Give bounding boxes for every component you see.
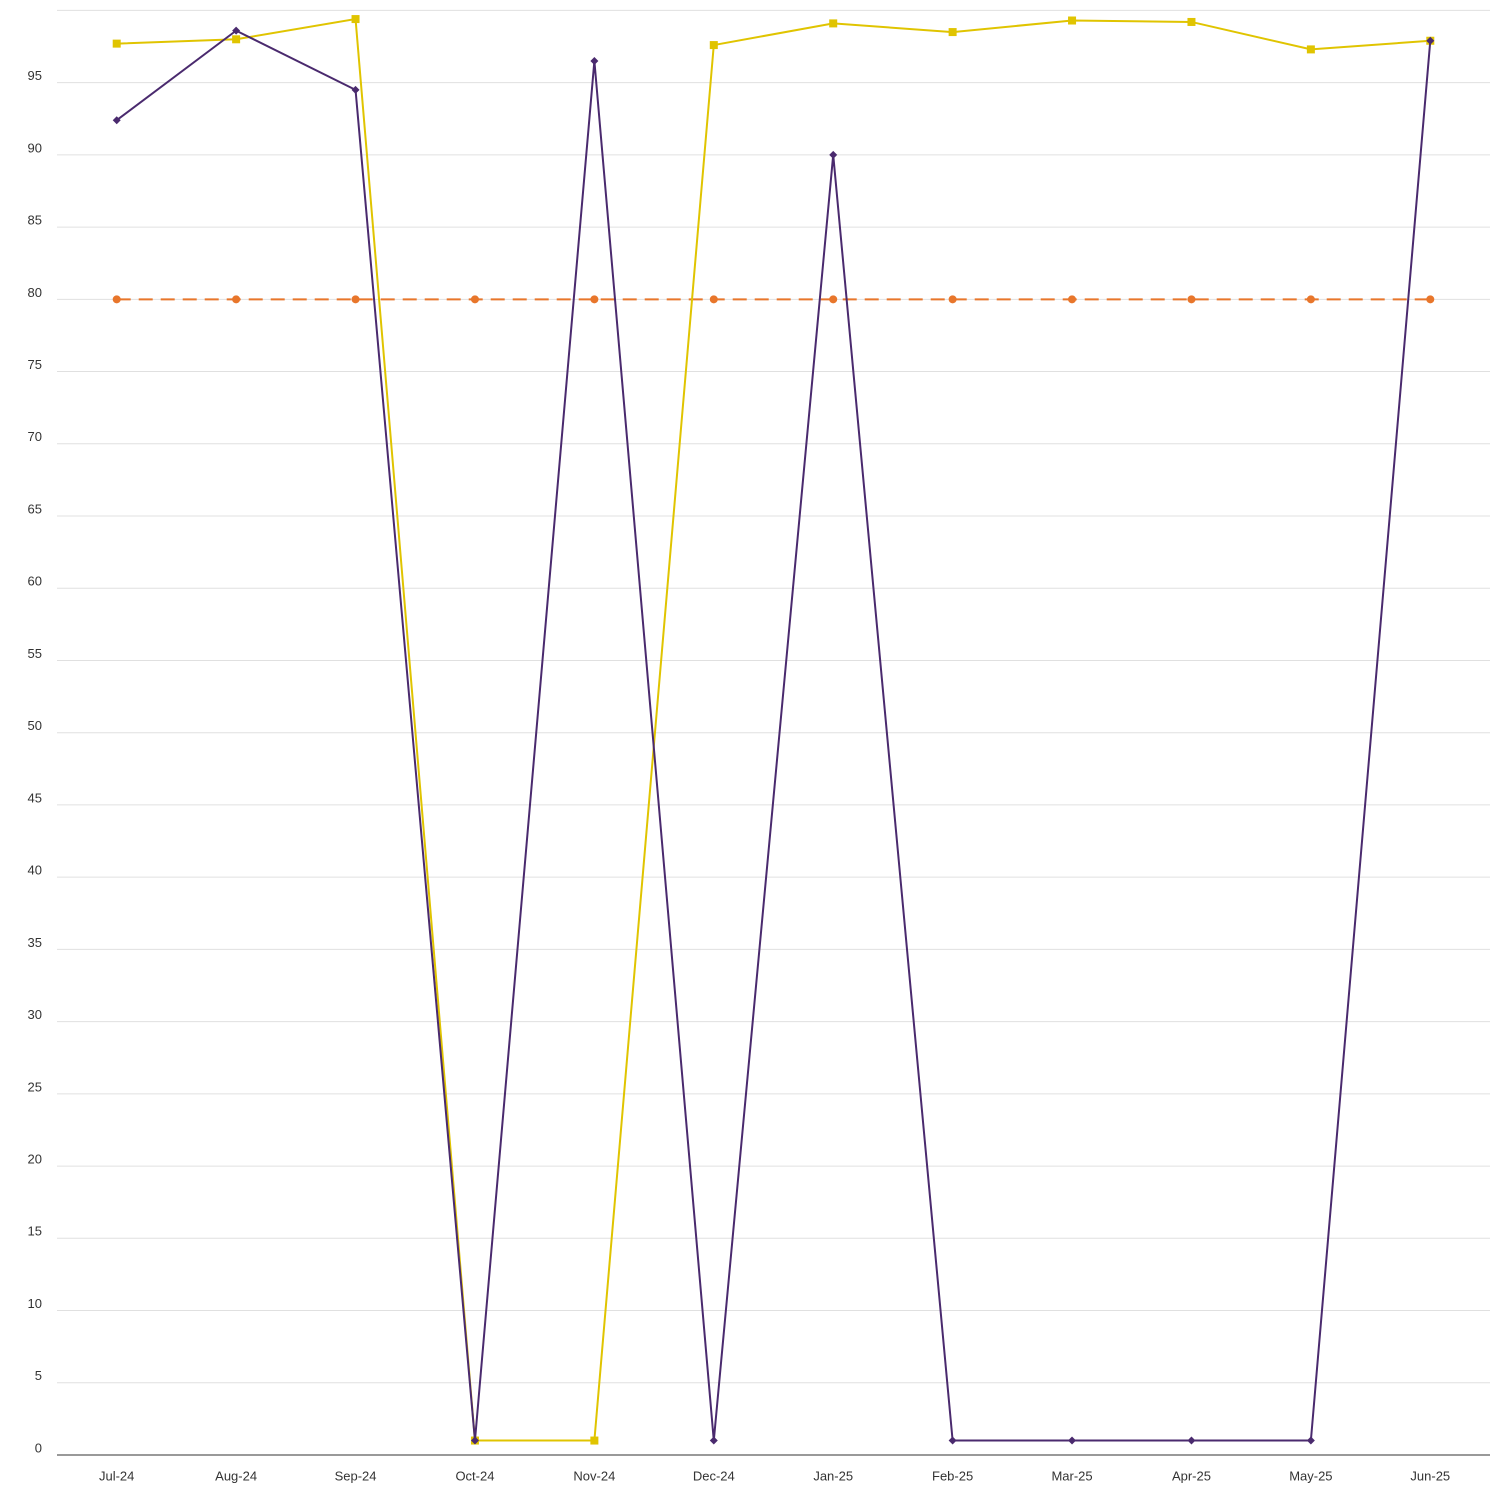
x-tick-label: Jan-25 [813, 1468, 853, 1483]
x-tick-label: May-25 [1289, 1468, 1332, 1483]
point [351, 295, 360, 304]
point [829, 295, 838, 304]
y-tick-label: 75 [28, 357, 42, 372]
y-tick-label: 80 [28, 285, 42, 300]
point [1187, 295, 1196, 304]
point [1306, 1436, 1315, 1445]
point [590, 1436, 599, 1445]
point [709, 1436, 718, 1445]
point [351, 15, 360, 24]
point [470, 295, 479, 304]
y-tick-label: 60 [28, 574, 42, 589]
y-tick-label: 90 [28, 140, 42, 155]
y-tick-label: 95 [28, 68, 42, 83]
x-tick-label: Apr-25 [1172, 1468, 1211, 1483]
point [1306, 45, 1315, 54]
x-tick-label: Feb-25 [932, 1468, 973, 1483]
point [1187, 1436, 1196, 1445]
point [232, 26, 241, 35]
point [709, 295, 718, 304]
point [590, 56, 599, 65]
y-tick-label: 50 [28, 718, 42, 733]
point [1426, 36, 1435, 45]
point [948, 295, 957, 304]
x-tick-label: Oct-24 [455, 1468, 494, 1483]
point [470, 1436, 479, 1445]
y-tick-label: 30 [28, 1007, 42, 1022]
y-tick-label: 65 [28, 501, 42, 516]
point [948, 1436, 957, 1445]
y-tick-label: 20 [28, 1152, 42, 1167]
point [948, 28, 957, 37]
y-tick-label: 15 [28, 1224, 42, 1239]
point [829, 19, 838, 28]
point [709, 41, 718, 50]
point [232, 35, 241, 44]
y-tick-label: 70 [28, 429, 42, 444]
y-tick-label: 35 [28, 935, 42, 950]
point [1426, 295, 1435, 304]
x-tick-label: Dec-24 [693, 1468, 735, 1483]
x-tick-label: Jun-25 [1410, 1468, 1450, 1483]
point [232, 295, 241, 304]
point [351, 85, 360, 94]
y-tick-label: 25 [28, 1079, 42, 1094]
point [1187, 17, 1196, 26]
y-tick-label: 40 [28, 863, 42, 878]
point [829, 150, 838, 159]
x-tick-label: Aug-24 [215, 1468, 257, 1483]
series-line [116, 17, 1431, 1442]
point [1068, 1436, 1077, 1445]
x-tick-label: Mar-25 [1051, 1468, 1092, 1483]
y-tick-label: 85 [28, 213, 42, 228]
x-tick-label: Jul-24 [99, 1468, 134, 1483]
point [590, 295, 599, 304]
point [112, 39, 121, 48]
y-tick-label: 5 [35, 1368, 42, 1383]
y-tick-label: 55 [28, 646, 42, 661]
x-tick-label: Nov-24 [573, 1468, 615, 1483]
point [112, 116, 121, 125]
y-tick-label: 45 [28, 790, 42, 805]
y-tick-label: 10 [28, 1296, 42, 1311]
point [1068, 295, 1077, 304]
point [1306, 295, 1315, 304]
x-tick-label: Sep-24 [335, 1468, 377, 1483]
series-line [116, 29, 1432, 1442]
point [112, 295, 121, 304]
point [1068, 16, 1077, 25]
y-tick-label: 0 [35, 1440, 42, 1455]
